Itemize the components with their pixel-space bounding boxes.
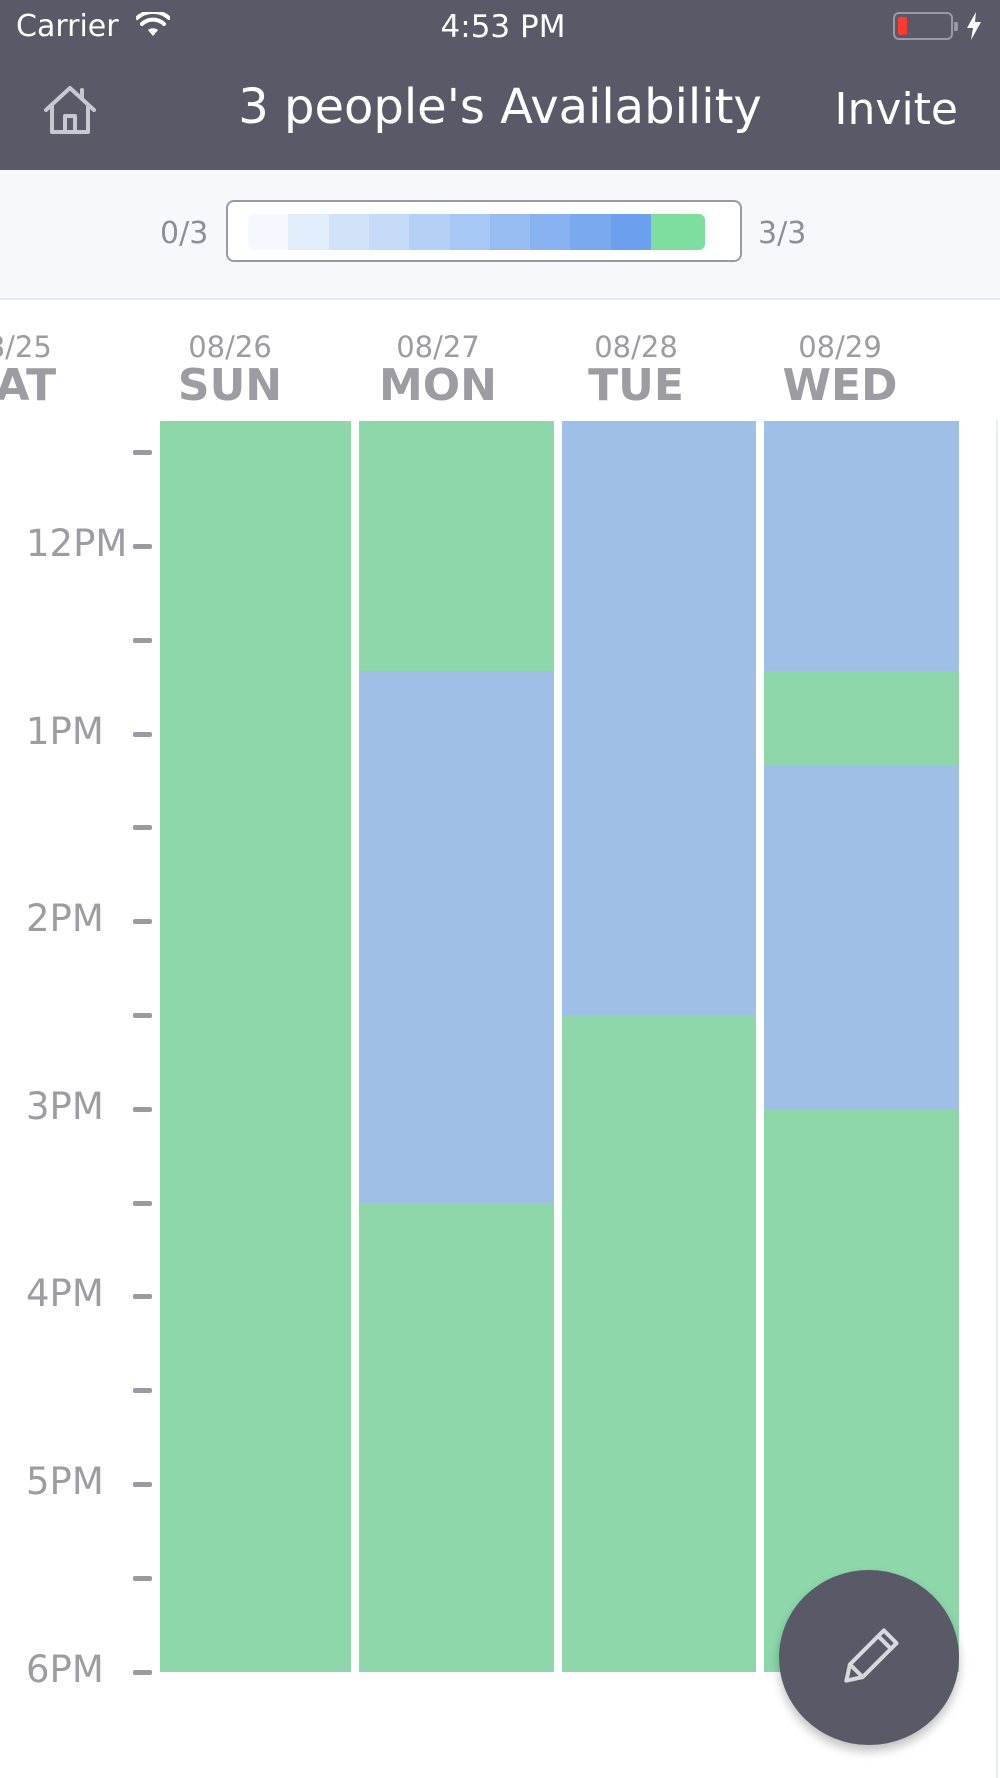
availability-block-partial[interactable] [764,764,959,1109]
hour-label: 6PM [26,1647,104,1691]
top-bar [0,0,1000,170]
battery-icon [893,12,958,40]
hour-label: 4PM [26,1272,104,1316]
day-of-week: TUE [588,360,684,411]
availability-legend: 0/3 3/3 [0,170,1000,300]
day-date: 08/29 [798,330,882,364]
hour-label: 3PM [26,1084,104,1128]
legend-scale-cell [409,214,450,250]
hour-label: 12PM [26,522,128,565]
availability-block-partial[interactable] [764,420,959,672]
legend-scale-cell [610,214,652,250]
legend-scale-cell [328,214,370,250]
day-header-tue[interactable]: 08/28 TUE [536,330,736,408]
hour-label: 1PM [26,709,104,753]
day-of-week: SUN [177,360,283,411]
time-tick [133,1388,152,1394]
day-column-mon[interactable] [359,420,554,1672]
hour-label: 2PM [26,897,104,941]
home-icon[interactable] [42,84,98,140]
invite-button[interactable]: Invite [834,84,958,135]
day-header-sun[interactable]: 08/26 SUN [130,330,330,408]
time-tick [133,825,152,831]
day-column-sun[interactable] [160,420,351,1672]
day-of-week: SAT [0,360,57,411]
day-column-tue[interactable] [562,420,756,1672]
day-header-sat[interactable]: 08/25 SAT [0,330,110,408]
time-axis: 12PM 1PM 2PM 3PM 4PM 5PM 6PM [0,0,160,1778]
time-tick [133,1294,152,1300]
status-bar: Carrier 4:53 PM [0,0,1000,56]
time-tick [133,450,152,456]
time-tick [133,1669,152,1675]
legend-scale-cell [248,214,289,250]
day-header: 08/25 SAT 08/26 SUN 08/27 MON 08/28 TUE … [0,298,1000,420]
time-tick [133,1482,152,1487]
day-date: 08/27 [396,330,480,364]
time-tick [133,731,152,737]
time-tick [133,1200,152,1206]
availability-block-all[interactable] [359,420,554,672]
legend-scale-cell [288,214,330,250]
day-header-mon[interactable]: 08/27 MON [338,330,538,408]
charging-bolt-icon [965,12,983,44]
day-date: 08/28 [594,330,678,364]
day-date: 08/25 [0,330,52,364]
time-tick [133,919,152,925]
nav-bar: 3 people's Availability Invite [0,56,1000,170]
legend-scale-cell [651,214,705,250]
day-of-week: WED [782,360,898,411]
legend-scale-cell [368,214,410,250]
time-tick [133,1575,152,1581]
availability-block-partial[interactable] [562,420,756,1015]
hour-label: 5PM [26,1460,104,1503]
legend-scale [226,200,742,262]
time-tick [133,544,152,549]
time-tick [133,637,152,643]
day-column-wed[interactable] [764,420,959,1672]
legend-min-label: 0/3 [160,216,209,251]
day-of-week: MON [378,360,497,411]
time-tick [133,1013,152,1018]
availability-block-all[interactable] [359,1202,554,1672]
legend-scale-cell [570,214,612,250]
availability-block-all[interactable] [160,420,351,1672]
legend-scale-cell [489,214,531,250]
day-date: 08/26 [188,330,272,364]
day-header-wed[interactable]: 08/29 WED [740,330,940,408]
grid-edge [996,420,998,1778]
legend-scale-cell [449,214,491,250]
availability-block-all[interactable] [764,671,959,765]
clock: 4:53 PM [440,9,566,45]
legend-max-label: 3/3 [758,216,807,251]
availability-block-partial[interactable] [359,671,554,1203]
legend-scale-cell [530,214,571,250]
page-title: 3 people's Availability [238,79,762,135]
carrier-label: Carrier [16,9,119,44]
time-tick [133,1106,152,1112]
wifi-icon [135,9,171,42]
pencil-icon [844,1628,899,1683]
availability-block-all[interactable] [562,1014,756,1672]
edit-availability-button[interactable] [779,1570,959,1745]
